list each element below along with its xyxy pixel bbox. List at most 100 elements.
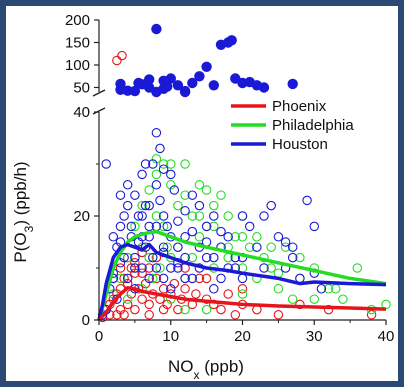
- data-point: [144, 310, 154, 320]
- data-point: [144, 252, 154, 263]
- data-point: [169, 278, 180, 289]
- data-point: [201, 185, 212, 195]
- data-point: [338, 294, 348, 304]
- x-axis-title: NOx (ppb): [168, 357, 244, 381]
- data-point: [287, 242, 298, 252]
- data-point: [158, 211, 169, 221]
- data-point: [140, 200, 151, 211]
- data-point: [137, 211, 147, 221]
- data-point: [166, 169, 176, 180]
- legend: Phoenix Philadelphia Houston: [231, 98, 354, 153]
- data-point-filled: [179, 85, 191, 97]
- data-point: [187, 273, 198, 284]
- chart-svg: 0 10 20 30 40 0 20 40 50 100 150 200 Phoenix Philade…: [11, 12, 394, 381]
- data-point: [187, 211, 198, 221]
- data-point-filled: [258, 82, 270, 93]
- data-point: [122, 252, 133, 263]
- axis-break-mark: [92, 89, 106, 115]
- data-point: [166, 263, 176, 273]
- series-philadelphia-points: [108, 154, 391, 315]
- data-point: [112, 310, 122, 320]
- y-upper-tick-label: 100: [65, 57, 90, 74]
- y-tick-label: 0: [82, 312, 90, 329]
- data-point: [266, 242, 276, 252]
- data-point: [180, 304, 190, 315]
- data-point: [209, 200, 219, 211]
- data-point: [316, 284, 327, 294]
- data-point: [302, 195, 312, 206]
- data-point: [309, 294, 320, 304]
- data-point: [173, 304, 183, 315]
- data-point: [158, 273, 169, 284]
- data-point: [287, 294, 298, 304]
- data-point: [108, 232, 119, 242]
- series-houston-points: [97, 128, 327, 320]
- data-point: [137, 263, 147, 273]
- data-point: [230, 310, 241, 320]
- data-point-filled: [187, 77, 198, 89]
- x-tick-label: 10: [162, 328, 179, 345]
- data-point: [144, 185, 154, 195]
- data-point: [119, 211, 129, 221]
- data-point: [137, 294, 147, 304]
- x-tick-label: 30: [306, 328, 323, 345]
- data-point: [137, 268, 147, 278]
- legend-item-houston: Houston: [231, 136, 328, 153]
- data-point: [130, 304, 140, 315]
- legend-label: Phoenix: [272, 98, 327, 115]
- data-point-filled: [201, 61, 212, 72]
- x-tick-label: 0: [95, 328, 103, 345]
- data-point: [115, 263, 126, 273]
- data-point-filled: [165, 73, 176, 84]
- data-point: [223, 289, 233, 299]
- data-point: [201, 273, 212, 284]
- data-point: [191, 289, 201, 299]
- data-point: [223, 211, 233, 221]
- data-point: [126, 221, 137, 232]
- data-point-filled: [162, 81, 173, 92]
- data-point: [209, 284, 219, 294]
- data-point: [144, 200, 154, 211]
- y-axis-title: P(O3) (ppb/h): [11, 161, 36, 262]
- y-upper-tick-label: 150: [65, 35, 90, 52]
- data-point: [130, 252, 140, 263]
- data-point: [144, 273, 154, 284]
- data-point: [252, 242, 262, 252]
- data-point: [173, 216, 183, 226]
- data-point: [237, 273, 248, 284]
- chart-frame: 0 10 20 30 40 0 20 40 50 100 150 200 Phoenix Philade…: [6, 6, 398, 381]
- data-point: [166, 284, 176, 294]
- data-point: [169, 185, 180, 195]
- data-point: [130, 190, 140, 200]
- data-point-filled: [172, 80, 184, 91]
- data-point: [237, 232, 248, 242]
- data-point: [237, 211, 248, 221]
- data-point: [187, 190, 198, 200]
- x-tick-label: 20: [234, 328, 251, 345]
- data-point: [117, 50, 127, 61]
- data-point: [266, 263, 276, 273]
- data-point: [201, 304, 212, 315]
- data-point-filled: [226, 35, 237, 46]
- data-point: [148, 159, 158, 169]
- axes-layer: 0 10 20 30 40 0 20 40 50 100 150 200: [65, 12, 394, 345]
- series-houston-line: [97, 242, 387, 321]
- data-point: [112, 55, 122, 66]
- data-point: [151, 180, 162, 190]
- data-point: [130, 263, 140, 273]
- series-philadelphia-line: [97, 229, 387, 321]
- data-point: [273, 268, 284, 278]
- data-point: [151, 211, 162, 221]
- data-point-filled: [208, 80, 219, 91]
- series-layer: [97, 23, 391, 323]
- data-point: [180, 159, 190, 169]
- data-point: [273, 310, 284, 320]
- data-point: [194, 232, 205, 242]
- data-point: [158, 304, 169, 315]
- data-point: [140, 159, 151, 169]
- legend-item-philadelphia: Philadelphia: [231, 117, 354, 134]
- data-point-filled: [122, 85, 133, 96]
- y-tick-label: 20: [73, 208, 90, 225]
- data-point: [295, 299, 305, 310]
- data-point: [122, 299, 133, 310]
